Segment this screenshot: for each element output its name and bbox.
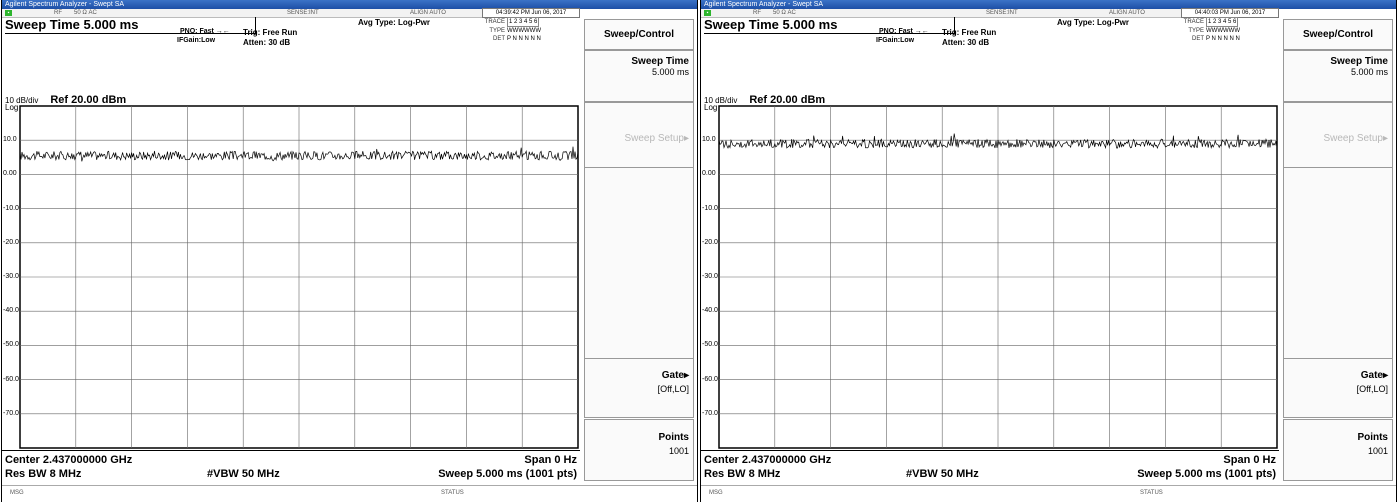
measurement-info: Sweep Time 5.000 ms PNO: Fast →← IFGain:… xyxy=(701,17,1279,74)
y-tick-label: -20.0 xyxy=(3,238,19,246)
measurement-info: Sweep Time 5.000 ms PNO: Fast →← IFGain:… xyxy=(2,17,580,74)
y-tick-label: -60.0 xyxy=(3,375,19,383)
points-softkey[interactable]: Points 1001 xyxy=(1283,419,1393,481)
softkey-panel: Sweep/Control Sweep Time 5.000 ms Sweep … xyxy=(1281,9,1395,493)
log-label: Log xyxy=(5,103,19,112)
sweep-info: Sweep 5.000 ms (1001 pts) xyxy=(1137,468,1276,480)
analyzer-pane-left: Agilent Spectrum Analyzer - Swept SA ▪ R… xyxy=(1,0,698,502)
softkey-menu-title: Sweep/Control xyxy=(1283,19,1393,50)
trace-line xyxy=(19,146,579,162)
span: Span 0 Hz xyxy=(524,454,577,466)
gate-softkey[interactable]: Gate▸ [Off,LO] xyxy=(1283,358,1393,418)
sweep-setup-softkey[interactable]: Sweep Setup▸ xyxy=(1283,102,1393,168)
y-tick-label: -30.0 xyxy=(702,273,718,280)
points-softkey[interactable]: Points 1001 xyxy=(584,419,694,481)
ref-level: 10 dB/div Ref 20.00 dBm xyxy=(704,94,826,106)
impedance-label: 50 Ω AC xyxy=(74,10,97,16)
sense-label: SENSE:INT xyxy=(986,10,1018,16)
window-title: Agilent Spectrum Analyzer - Swept SA xyxy=(2,0,697,9)
submenu-arrow-icon: ▸ xyxy=(1382,370,1388,381)
active-function-title: Sweep Time 5.000 ms xyxy=(5,17,256,34)
sweep-time-softkey[interactable]: Sweep Time 5.000 ms xyxy=(584,50,694,102)
trig-label: Trig: Free Run xyxy=(243,28,298,37)
trace-line xyxy=(718,133,1278,150)
ref-level: 10 dB/div Ref 20.00 dBm xyxy=(5,94,127,106)
center-frequency: Center 2.437000000 GHz xyxy=(704,454,832,466)
pno-label: PNO: Fast →← xyxy=(879,28,929,35)
plot-area: 10 dB/div Ref 20.00 dBm Log 10.0 0.00 -10.0… xyxy=(2,74,580,484)
sweep-setup-softkey[interactable]: Sweep Setup▸ xyxy=(584,102,694,168)
trig-label: Trig: Free Run xyxy=(942,28,997,37)
y-tick-label: -40.0 xyxy=(702,307,718,315)
ifgain-label: IFGain:Low xyxy=(876,37,915,44)
submenu-arrow-icon: ▸ xyxy=(1382,133,1388,144)
pno-label: PNO: Fast →← xyxy=(180,28,230,35)
vbw: #VBW 50 MHz xyxy=(906,468,979,480)
softkey-blank xyxy=(1283,168,1393,358)
y-tick-label: -50.0 xyxy=(702,341,718,349)
msg-label: MSG xyxy=(709,490,723,496)
atten-label: Atten: 30 dB xyxy=(942,38,990,47)
span: Span 0 Hz xyxy=(1223,454,1276,466)
msg-label: MSG xyxy=(10,490,24,496)
status-label: STATUS xyxy=(1140,490,1163,496)
softkey-menu-title: Sweep/Control xyxy=(584,19,694,50)
bottom-annotation: Center 2.437000000 GHz Res BW 8 MHz #VBW… xyxy=(2,450,580,487)
log-label: Log xyxy=(704,103,718,112)
y-tick-label: -10.0 xyxy=(3,204,19,212)
active-function-title: Sweep Time 5.000 ms xyxy=(704,17,955,34)
avg-type-label: Avg Type: Log-Pwr xyxy=(358,18,430,27)
avg-type-label: Avg Type: Log-Pwr xyxy=(1057,18,1129,27)
trace-table: TRACE 1 2 3 4 5 6 TYPE WWWWWW DET P N N N N… xyxy=(484,17,541,42)
res-bw: Res BW 8 MHz xyxy=(5,468,82,480)
rf-label: RF xyxy=(753,10,761,16)
res-bw: Res BW 8 MHz xyxy=(704,468,781,480)
ifgain-label: IFGain:Low xyxy=(177,37,216,44)
center-frequency: Center 2.437000000 GHz xyxy=(5,454,133,466)
bottom-annotation: Center 2.437000000 GHz Res BW 8 MHz #VBW… xyxy=(701,450,1279,487)
y-tick-label: -70.0 xyxy=(702,409,718,417)
y-tick-label: -20.0 xyxy=(702,238,718,246)
softkey-blank xyxy=(584,168,694,358)
plot-area: 10 dB/div Ref 20.00 dBm Log 10.0 0.00 -10.0… xyxy=(701,74,1279,484)
window-title: Agilent Spectrum Analyzer - Swept SA xyxy=(701,0,1396,9)
rf-label: RF xyxy=(54,10,62,16)
sweep-time-softkey[interactable]: Sweep Time 5.000 ms xyxy=(1283,50,1393,102)
align-label: ALIGN AUTO xyxy=(410,10,446,16)
trace-table: TRACE 1 2 3 4 5 6 TYPE WWWWWW DET P N N N N… xyxy=(1183,17,1240,42)
align-label: ALIGN AUTO xyxy=(1109,10,1145,16)
sense-label: SENSE:INT xyxy=(287,10,319,16)
y-tick-label: -10.0 xyxy=(702,204,718,212)
submenu-arrow-icon: ▸ xyxy=(683,133,689,144)
analyzer-pane-right: Agilent Spectrum Analyzer - Swept SA ▪ R… xyxy=(700,0,1397,502)
message-bar: MSG STATUS xyxy=(2,485,697,502)
submenu-arrow-icon: ▸ xyxy=(683,370,689,381)
lxi-indicator-icon: ▪ xyxy=(5,10,12,16)
status-label: STATUS xyxy=(441,490,464,496)
y-tick-label: 0.00 xyxy=(3,170,17,178)
y-tick-label: -50.0 xyxy=(3,341,19,349)
y-tick-label: -30.0 xyxy=(3,273,19,280)
spectrum-graph xyxy=(718,105,1278,449)
y-tick-label: 10.0 xyxy=(3,136,17,144)
spectrum-graph xyxy=(19,105,579,449)
y-tick-label: 10.0 xyxy=(702,136,716,144)
sweep-info: Sweep 5.000 ms (1001 pts) xyxy=(438,468,577,480)
y-tick-label: -70.0 xyxy=(3,409,19,417)
vbw: #VBW 50 MHz xyxy=(207,468,280,480)
y-tick-label: 0.00 xyxy=(702,170,716,178)
atten-label: Atten: 30 dB xyxy=(243,38,291,47)
impedance-label: 50 Ω AC xyxy=(773,10,796,16)
gate-softkey[interactable]: Gate▸ [Off,LO] xyxy=(584,358,694,418)
lxi-indicator-icon: ▪ xyxy=(704,10,711,16)
message-bar: MSG STATUS xyxy=(701,485,1396,502)
softkey-panel: Sweep/Control Sweep Time 5.000 ms Sweep … xyxy=(582,9,696,493)
y-tick-label: -40.0 xyxy=(3,307,19,315)
y-tick-label: -60.0 xyxy=(702,375,718,383)
